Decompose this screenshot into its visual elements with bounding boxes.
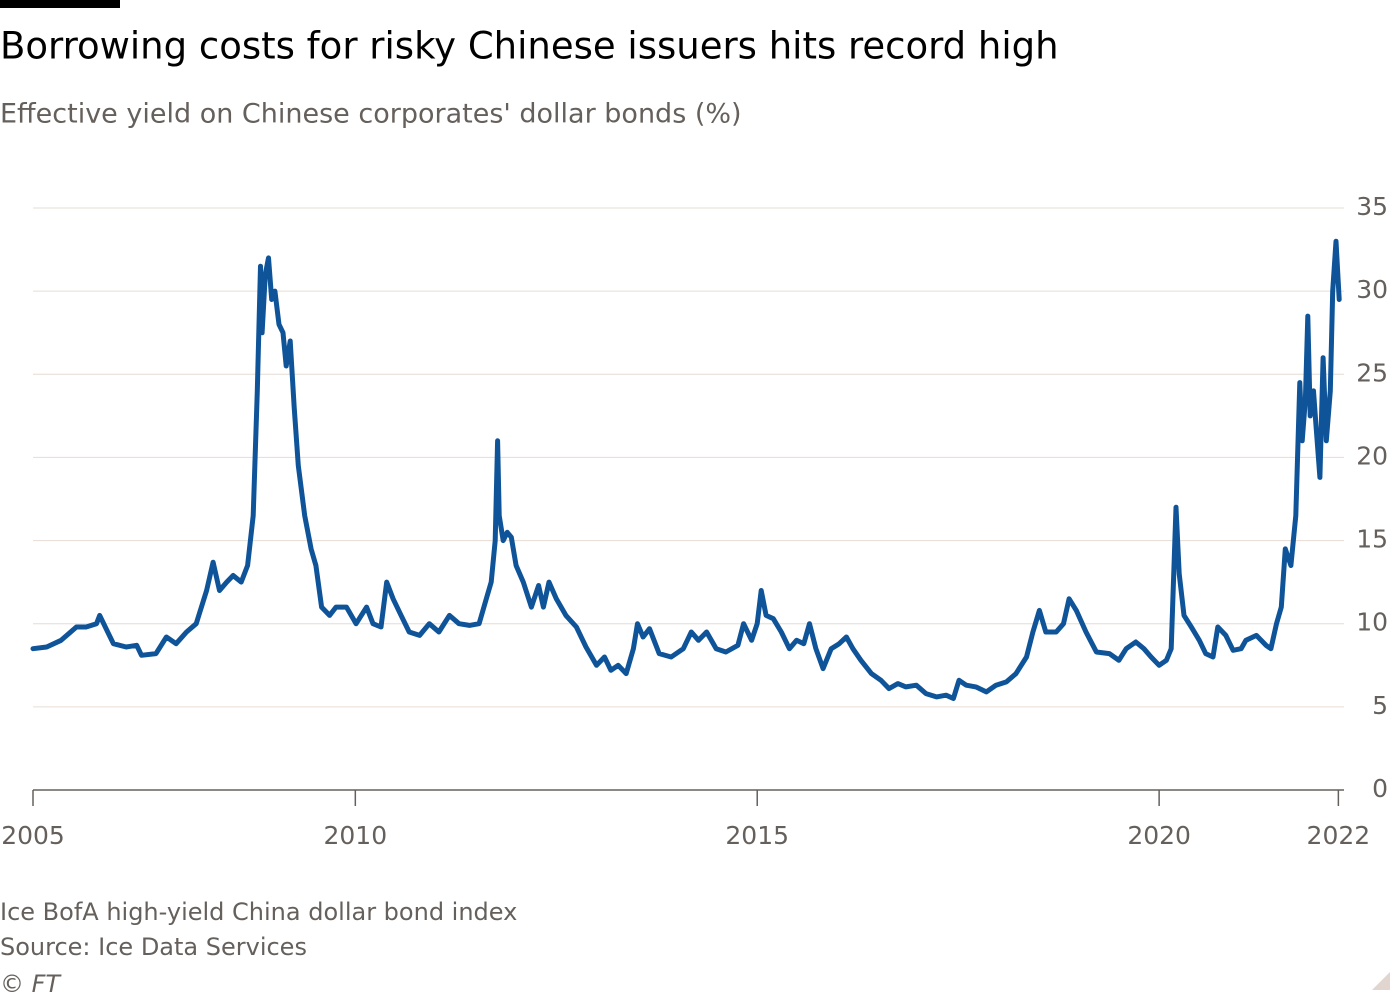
chart-credit: © FT	[0, 970, 62, 998]
x-tick-label: 2022	[1307, 821, 1371, 850]
corner-mark	[1372, 972, 1390, 990]
x-tick-label: 2005	[1, 821, 65, 850]
chart-title: Borrowing costs for risky Chinese issuer…	[0, 25, 1059, 68]
y-tick-label: 15	[1356, 525, 1388, 554]
y-tick-label: 0	[1372, 774, 1388, 803]
x-tick-label: 2020	[1127, 821, 1191, 850]
y-tick-label: 5	[1372, 691, 1388, 720]
x-tick-label: 2010	[324, 821, 388, 850]
y-tick-label: 10	[1356, 608, 1388, 637]
chart-subtitle: Effective yield on Chinese corporates' d…	[0, 99, 742, 130]
y-tick-label: 35	[1356, 192, 1388, 221]
brand-bar	[0, 0, 120, 8]
y-tick-label: 25	[1356, 358, 1388, 387]
chart-note: Ice BofA high-yield China dollar bond in…	[0, 898, 517, 926]
x-tick-label: 2015	[725, 821, 789, 850]
data-line	[30, 238, 1342, 701]
y-tick-label: 30	[1356, 275, 1388, 304]
chart-source: Source: Ice Data Services	[0, 933, 307, 961]
y-tick-label: 20	[1356, 441, 1388, 470]
